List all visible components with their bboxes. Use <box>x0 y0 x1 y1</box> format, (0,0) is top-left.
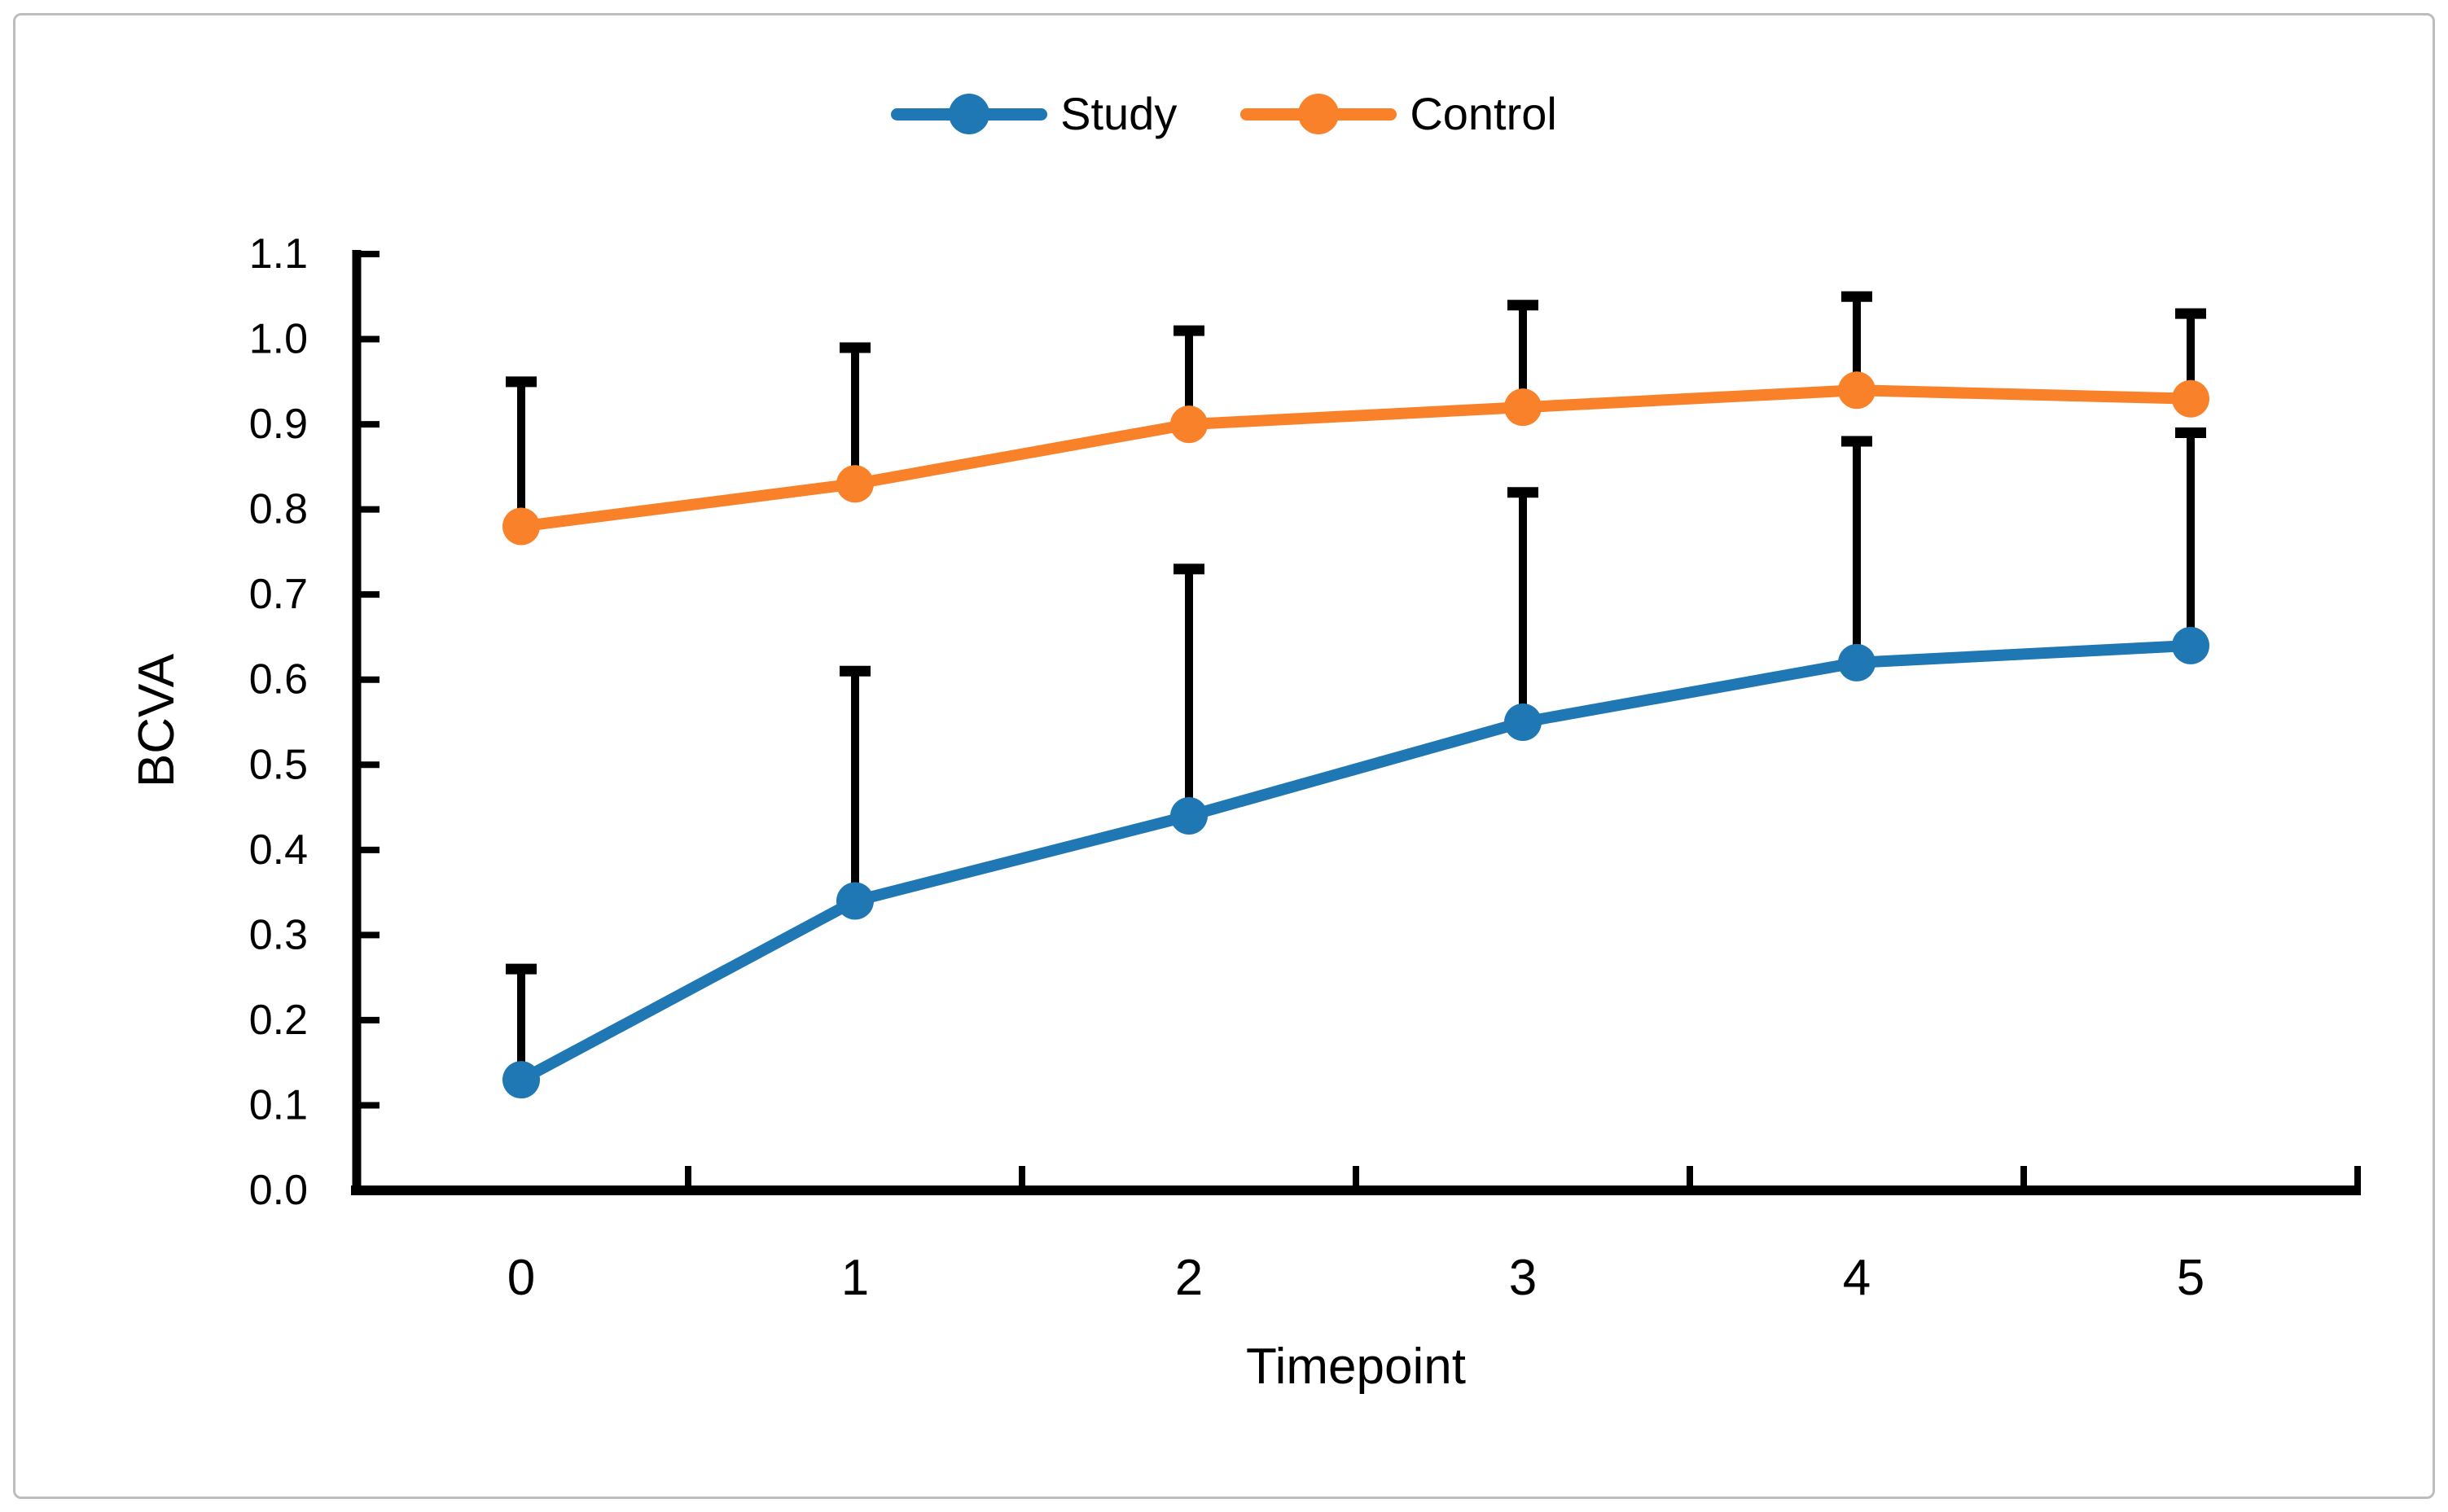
y-tick-label-0.2: 0.2 <box>249 997 308 1044</box>
x-tick-label-0: 0 <box>507 1250 535 1306</box>
x-tick-label-2: 2 <box>1175 1250 1203 1306</box>
legend: Study Control <box>0 91 2448 137</box>
y-tick-label-0.3: 0.3 <box>249 911 308 958</box>
legend-dot-icon <box>949 94 990 134</box>
y-tick-label-0.4: 0.4 <box>249 826 308 874</box>
legend-line-marker-icon <box>1240 94 1397 134</box>
y-tick-label-0.0: 0.0 <box>249 1167 308 1214</box>
legend-label: Study <box>1060 88 1178 139</box>
y-tick-label-0.6: 0.6 <box>249 656 308 703</box>
y-tick-label-0.1: 0.1 <box>249 1081 308 1129</box>
x-axis-title: Timepoint <box>1246 1339 1466 1395</box>
y-tick-label-1.0: 1.0 <box>249 316 308 363</box>
y-tick-label-0.9: 0.9 <box>249 401 308 448</box>
control-marker-3 <box>1504 388 1542 427</box>
study-series-line <box>515 639 2196 1086</box>
y-tick-label-1.1: 1.1 <box>249 230 308 278</box>
legend-label: Control <box>1410 88 1557 139</box>
figure-border <box>13 13 2435 1499</box>
x-tick-label-4: 4 <box>1843 1250 1871 1306</box>
study-marker-1 <box>836 882 874 920</box>
x-tick-label-3: 3 <box>1509 1250 1537 1306</box>
y-tick-label-0.8: 0.8 <box>249 486 308 533</box>
legend-item-study: Study <box>891 91 1177 137</box>
y-tick-label-0.7: 0.7 <box>249 571 308 618</box>
control-marker-5 <box>2172 379 2209 418</box>
x-tick-label-5: 5 <box>2177 1250 2205 1306</box>
control-marker-0 <box>502 507 540 546</box>
legend-line-marker-icon <box>891 94 1048 134</box>
x-tick-label-1: 1 <box>841 1250 869 1306</box>
control-series-line <box>515 384 2196 532</box>
study-marker-5 <box>2172 626 2209 664</box>
legend-dot-icon <box>1298 94 1340 134</box>
control-marker-4 <box>1838 371 1875 410</box>
control-marker-1 <box>836 465 874 503</box>
study-marker-3 <box>1504 703 1542 741</box>
legend-item-control: Control <box>1240 91 1557 137</box>
control-marker-2 <box>1170 405 1208 444</box>
study-marker-4 <box>1838 643 1875 681</box>
study-marker-2 <box>1170 797 1208 835</box>
y-tick-label-0.5: 0.5 <box>249 741 308 788</box>
y-axis-title: BCVA <box>129 653 185 788</box>
study-marker-0 <box>502 1061 540 1099</box>
